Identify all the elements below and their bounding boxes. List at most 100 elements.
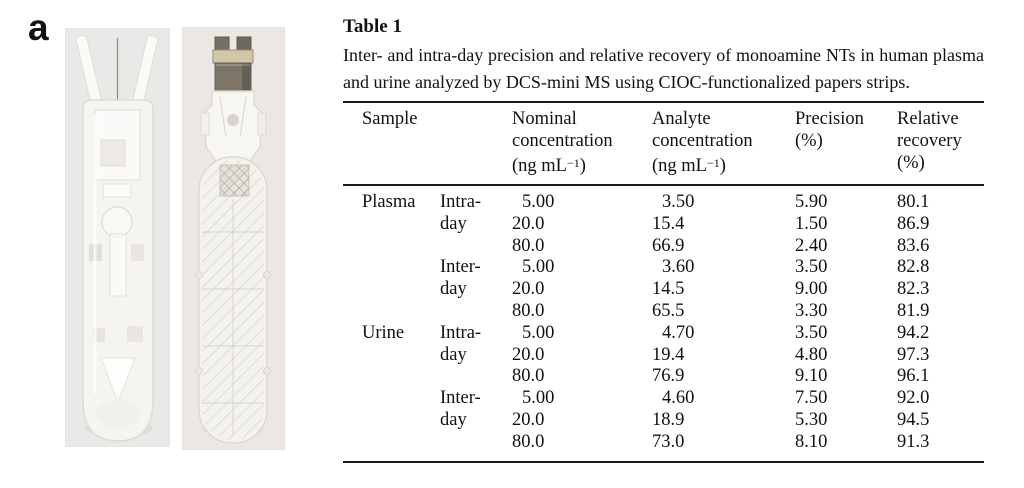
cell-sample	[362, 236, 440, 258]
table-header-row: Sample Nominal concentration (ng mL−1) A…	[343, 101, 984, 186]
cell-nominal: 80.0	[512, 235, 545, 256]
open-cartridge-photo	[65, 28, 170, 447]
cell-analyte: 3.60	[662, 257, 695, 278]
cell-recovery: 86.9	[897, 213, 930, 234]
cell-analyte: 73.0	[652, 431, 685, 452]
cell-sample	[362, 388, 440, 410]
cell-sample	[362, 257, 440, 279]
cell-period: day	[440, 279, 467, 300]
header-sample: Sample	[362, 109, 418, 129]
cell-period: day	[440, 213, 467, 234]
cell-nominal: 20.0	[512, 409, 545, 430]
cell-recovery: 94.2	[897, 322, 930, 343]
open-cartridge-illustration	[65, 28, 170, 447]
cell-period: day	[440, 344, 467, 365]
cell-sample: Plasma	[362, 192, 416, 212]
cartridge-body	[82, 99, 154, 442]
cell-precision: 2.40	[795, 235, 828, 256]
table-row: day 20.0 14.5 9.00 82.3	[362, 279, 984, 301]
cell-period: Intra-	[440, 192, 482, 212]
cell-recovery: 94.5	[897, 409, 930, 430]
cell-recovery: 81.9	[897, 300, 930, 321]
cell-recovery: 92.0	[897, 388, 930, 409]
cell-period	[440, 236, 512, 258]
cell-period: Inter-	[440, 388, 481, 409]
table-row: Urine Intra- 5.00 4.70 3.50 94.2	[362, 323, 984, 345]
cell-period	[440, 432, 512, 454]
cell-precision: 4.80	[795, 344, 828, 365]
cell-nominal: 20.0	[512, 213, 545, 234]
cell-analyte: 19.4	[652, 344, 685, 365]
cell-period: day	[440, 409, 467, 430]
cell-period: Intra-	[440, 322, 482, 343]
table-row: day 20.0 15.4 1.50 86.9	[362, 214, 984, 236]
header-precision: Precision (%)	[795, 109, 864, 151]
cell-analyte: 3.50	[662, 192, 695, 212]
cell-precision: 3.50	[795, 322, 828, 343]
cell-analyte: 66.9	[652, 235, 685, 256]
superscript: −1	[706, 156, 720, 170]
cell-sample	[362, 432, 440, 454]
header-nominal-concentration: Nominal concentration (ng mL−1)	[512, 109, 613, 176]
cell-recovery: 82.3	[897, 279, 930, 300]
table-row: day 20.0 19.4 4.80 97.3	[362, 345, 984, 367]
cell-recovery: 83.6	[897, 235, 930, 256]
cell-analyte: 15.4	[652, 213, 685, 234]
table-row: Inter- 5.00 3.60 3.50 82.8	[362, 257, 984, 279]
cell-recovery: 82.8	[897, 257, 930, 278]
table-row: 80.0 76.9 9.10 96.1	[362, 366, 984, 388]
header-analyte-concentration: Analyte concentration (ng mL−1)	[652, 109, 753, 176]
cell-sample	[362, 345, 440, 367]
cell-nominal: 5.00	[522, 192, 555, 212]
cell-recovery: 96.1	[897, 366, 930, 387]
cell-analyte: 4.60	[662, 388, 695, 409]
cell-analyte: 14.5	[652, 279, 685, 300]
cell-period	[440, 366, 512, 388]
cell-analyte: 18.9	[652, 409, 685, 430]
cell-precision: 5.30	[795, 409, 828, 430]
cell-analyte: 76.9	[652, 366, 685, 387]
paper-strip-illustration	[182, 27, 285, 450]
cell-nominal: 20.0	[512, 344, 545, 365]
superscript: −1	[566, 156, 580, 170]
paper-strip-photo	[182, 27, 285, 450]
cell-recovery: 80.1	[897, 192, 930, 212]
cell-precision: 5.90	[795, 192, 828, 212]
table-title: Table 1	[343, 16, 402, 37]
table-caption: Inter- and intra-day precision and relat…	[343, 45, 984, 92]
cell-sample	[362, 410, 440, 432]
paper-strip-paddle	[195, 156, 271, 444]
table-row: day 20.0 18.9 5.30 94.5	[362, 410, 984, 432]
cell-sample	[362, 301, 440, 323]
table-row: Inter- 5.00 4.60 7.50 92.0	[362, 388, 984, 410]
cell-nominal: 20.0	[512, 279, 545, 300]
table-row: Plasma Intra- 5.00 3.50 5.90 80.1	[362, 192, 984, 214]
panel-label-a: a	[28, 7, 49, 48]
connector-neck	[200, 90, 267, 165]
cell-precision: 8.10	[795, 431, 828, 452]
cell-sample: Urine	[362, 322, 405, 343]
cell-nominal: 80.0	[512, 366, 545, 387]
cell-nominal: 5.00	[522, 388, 555, 409]
cell-precision: 3.30	[795, 300, 828, 321]
cell-recovery: 97.3	[897, 344, 930, 365]
cell-precision: 9.10	[795, 366, 828, 387]
header-relative-recovery: Relative recovery (%)	[897, 109, 962, 173]
cell-analyte: 65.5	[652, 300, 685, 321]
cell-precision: 9.00	[795, 279, 828, 300]
cell-precision: 7.50	[795, 388, 828, 409]
cell-nominal: 80.0	[512, 300, 545, 321]
cell-sample	[362, 366, 440, 388]
metal-clip-icon	[212, 36, 254, 93]
table-row: 80.0 65.5 3.30 81.9	[362, 301, 984, 323]
cell-period	[440, 301, 512, 323]
data-table: Sample Nominal concentration (ng mL−1) A…	[343, 101, 984, 463]
table-row: 80.0 66.9 2.40 83.6	[362, 236, 984, 258]
cell-sample	[362, 279, 440, 301]
cell-analyte: 4.70	[662, 322, 695, 343]
table-panel: Table 1 Inter- and intra-day precision a…	[343, 14, 984, 463]
cell-nominal: 5.00	[522, 322, 555, 343]
cell-period: Inter-	[440, 257, 481, 278]
cell-sample	[362, 214, 440, 236]
